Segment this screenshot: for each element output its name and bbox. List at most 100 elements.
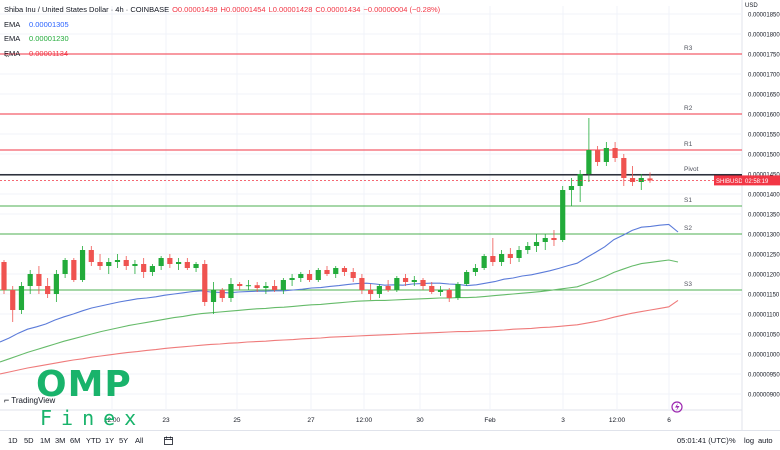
change-value: −0.00000004 (−0.28%) bbox=[363, 5, 441, 15]
candle-body bbox=[27, 274, 33, 286]
ema-row-1[interactable]: EMA 0.00001305 bbox=[4, 18, 440, 33]
omp-finex-logo: OMP Finex bbox=[36, 364, 136, 440]
bottom-toolbar: 1D 5D 1M 3M 6M YTD 1Y 5Y All 05:01:41 (U… bbox=[0, 430, 780, 450]
time-tick-label: 3 bbox=[561, 417, 565, 424]
candle-body bbox=[411, 280, 417, 282]
candle-body bbox=[560, 190, 566, 240]
price-tick-label: 0.00001500 bbox=[748, 153, 780, 159]
candle-body bbox=[175, 262, 182, 264]
candle-body bbox=[481, 256, 487, 268]
candle-body bbox=[402, 278, 409, 282]
candle-body bbox=[280, 280, 286, 290]
percent-scale-button[interactable]: % bbox=[729, 436, 736, 445]
pivot-label-pivot: Pivot bbox=[684, 166, 699, 173]
time-tick-label: Feb bbox=[484, 417, 496, 424]
utc-clock[interactable]: 05:01:41 (UTC) bbox=[677, 436, 729, 445]
range-all-button[interactable]: All bbox=[135, 436, 144, 445]
auto-scale-button[interactable]: auto bbox=[758, 436, 773, 445]
tradingview-watermark: ⌐ TradingView bbox=[4, 395, 55, 405]
time-tick-label: 25 bbox=[233, 417, 241, 424]
range-3m-button[interactable]: 3M bbox=[55, 436, 66, 445]
candle-body bbox=[149, 266, 156, 272]
candle-body bbox=[498, 254, 505, 262]
candle-body bbox=[219, 290, 225, 298]
low-value: L0.00001428 bbox=[268, 5, 313, 15]
candle-body bbox=[167, 258, 173, 264]
range-5y-button[interactable]: 5Y bbox=[119, 436, 129, 445]
time-tick-label: 12:00 bbox=[609, 417, 626, 424]
candle-body bbox=[114, 260, 121, 262]
candle-body bbox=[53, 274, 59, 294]
candle-body bbox=[577, 174, 583, 186]
symbol-title[interactable]: Shiba Inu / United States Dollar · 4h · … bbox=[4, 5, 170, 15]
time-tick-label: 12:00 bbox=[104, 417, 121, 424]
price-tick-label: 0.00001550 bbox=[748, 133, 780, 139]
currency-label[interactable]: USD bbox=[745, 3, 758, 9]
candle-body bbox=[647, 178, 653, 181]
price-tick-label: 0.00001250 bbox=[748, 253, 780, 259]
candle-body bbox=[595, 150, 601, 162]
lightning-icon[interactable] bbox=[671, 401, 683, 413]
candle-body bbox=[333, 268, 339, 274]
candle-body bbox=[429, 286, 435, 292]
price-tick-label: 0.00001700 bbox=[748, 73, 780, 79]
ema-row-3[interactable]: EMA 0.00001134 bbox=[4, 47, 440, 62]
candle-body bbox=[289, 278, 295, 280]
price-axis[interactable]: 0.00001850 0.00001800 0.00001750 0.00001700… bbox=[748, 13, 780, 399]
candle-body bbox=[507, 254, 513, 258]
candle-body bbox=[97, 262, 103, 266]
price-tick-label: 0.00001600 bbox=[748, 113, 780, 119]
ema-lines bbox=[0, 223, 679, 375]
candle-body bbox=[106, 262, 112, 266]
ema-row-2[interactable]: EMA 0.00001230 bbox=[4, 32, 440, 47]
time-axis[interactable]: 12:00 23 25 27 12:00 30 Feb 3 12:00 6 bbox=[104, 417, 671, 424]
collapse-legend-icon[interactable]: ⌃ bbox=[4, 54, 11, 63]
close-value: C0.00001434 bbox=[315, 5, 361, 15]
logo-main-text: OMP bbox=[36, 364, 132, 405]
logo-sub-text: Finex bbox=[40, 406, 146, 430]
price-tick-label: 0.00001200 bbox=[748, 273, 780, 279]
price-tick-label: 0.00001000 bbox=[748, 353, 780, 359]
candle-body bbox=[1, 262, 7, 290]
candle-body bbox=[542, 238, 548, 242]
log-scale-button[interactable]: log bbox=[744, 436, 755, 445]
candle-body bbox=[603, 148, 609, 162]
price-tick-label: 0.00000900 bbox=[748, 393, 780, 399]
candle-body bbox=[45, 286, 51, 294]
candle-body bbox=[464, 272, 470, 284]
candle-body bbox=[62, 260, 68, 274]
symbol-row[interactable]: Shiba Inu / United States Dollar · 4h · … bbox=[4, 3, 440, 18]
open-value: O0.00001439 bbox=[172, 5, 218, 15]
range-6m-button[interactable]: 6M bbox=[70, 436, 81, 445]
range-5d-button[interactable]: 5D bbox=[24, 436, 34, 445]
pivot-label-r3: R3 bbox=[684, 45, 693, 52]
range-1y-button[interactable]: 1Y bbox=[105, 436, 115, 445]
price-tick-label: 0.00001150 bbox=[748, 293, 780, 299]
candle-body bbox=[79, 250, 86, 280]
calendar-icon[interactable] bbox=[164, 436, 173, 445]
price-tick-label: 0.00001800 bbox=[748, 33, 780, 39]
ema-value: 0.00001305 bbox=[29, 19, 69, 29]
time-tick-label: 23 bbox=[162, 417, 170, 424]
candles bbox=[1, 118, 653, 322]
pivot-label-r2: R2 bbox=[684, 105, 693, 112]
watermark-text: TradingView bbox=[11, 395, 56, 405]
range-ytd-button[interactable]: YTD bbox=[86, 436, 101, 445]
countdown-tag-box bbox=[742, 175, 780, 186]
price-tick-label: 0.00001300 bbox=[748, 233, 780, 239]
price-tick-label: 0.00001750 bbox=[748, 53, 780, 59]
price-tick-label: 0.00001050 bbox=[748, 333, 780, 339]
chart-legend: Shiba Inu / United States Dollar · 4h · … bbox=[4, 3, 440, 61]
candle-body bbox=[350, 272, 356, 278]
candle-body bbox=[123, 260, 129, 266]
candle-body bbox=[638, 178, 644, 182]
ema-fast-line bbox=[0, 223, 679, 343]
pivot-label-s1: S1 bbox=[684, 197, 692, 204]
candle-body bbox=[263, 286, 269, 288]
pivot-lines: R3 R2 R1 Pivot S1 S2 S3 bbox=[0, 45, 742, 291]
candle-body bbox=[394, 278, 400, 290]
range-1d-button[interactable]: 1D bbox=[8, 436, 18, 445]
range-1m-button[interactable]: 1M bbox=[40, 436, 51, 445]
time-tick-label: 12:00 bbox=[356, 417, 373, 424]
